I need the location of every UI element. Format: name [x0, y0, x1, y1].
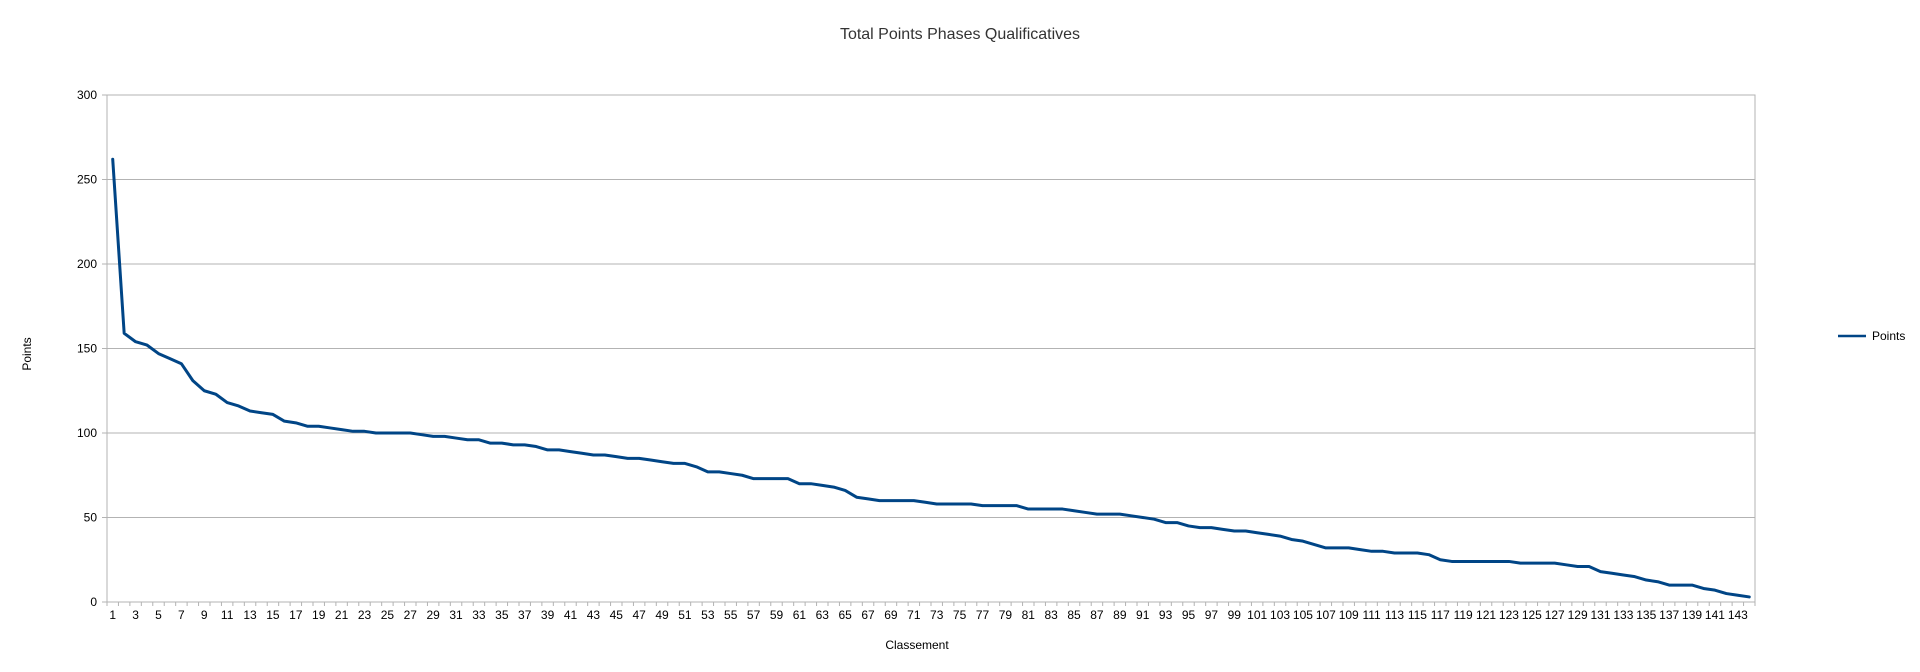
legend: Points — [1838, 329, 1905, 343]
x-tick-label: 77 — [976, 608, 990, 622]
x-tick-label: 19 — [312, 608, 326, 622]
legend-label-points: Points — [1872, 329, 1905, 343]
x-tick-label: 1 — [109, 608, 116, 622]
x-tick-label: 97 — [1205, 608, 1219, 622]
x-tick-label: 55 — [724, 608, 738, 622]
x-tick-label: 121 — [1476, 608, 1496, 622]
x-tick-label: 63 — [816, 608, 830, 622]
x-tick-label: 125 — [1522, 608, 1542, 622]
x-tick-label: 39 — [541, 608, 555, 622]
x-axis-title: Classement — [885, 638, 949, 652]
x-tick-label: 11 — [221, 608, 234, 622]
series-layer — [111, 157, 1751, 599]
x-tick-label: 17 — [289, 608, 303, 622]
x-tick-label: 143 — [1728, 608, 1748, 622]
chart-title: Total Points Phases Qualificatives — [840, 26, 1080, 43]
x-tick-label: 83 — [1044, 608, 1058, 622]
x-tick-label: 81 — [1022, 608, 1036, 622]
x-tick-label: 31 — [449, 608, 463, 622]
x-tick-label: 107 — [1316, 608, 1336, 622]
x-tick-label: 61 — [793, 608, 807, 622]
x-tick-label: 59 — [770, 608, 784, 622]
x-tick-label: 87 — [1090, 608, 1104, 622]
x-tick-label: 5 — [155, 608, 162, 622]
x-tick-label: 13 — [243, 608, 257, 622]
x-tick-label: 67 — [861, 608, 875, 622]
x-tick-label: 71 — [907, 608, 921, 622]
x-tick-label: 37 — [518, 608, 532, 622]
x-tick-label: 7 — [178, 608, 185, 622]
x-tick-label: 25 — [381, 608, 395, 622]
x-tick-label: 133 — [1613, 608, 1633, 622]
x-tick-label: 135 — [1636, 608, 1656, 622]
x-tick-label: 139 — [1682, 608, 1702, 622]
y-tick-label: 150 — [77, 342, 97, 356]
x-tick-label: 93 — [1159, 608, 1173, 622]
x-tick-label: 33 — [472, 608, 486, 622]
y-tick-label: 100 — [77, 426, 97, 440]
x-tick-label: 47 — [632, 608, 646, 622]
x-tick-label: 35 — [495, 608, 509, 622]
x-tick-label: 79 — [999, 608, 1013, 622]
x-tick-label: 9 — [201, 608, 208, 622]
x-tick-label: 51 — [678, 608, 692, 622]
y-axis-title: Points — [20, 337, 34, 370]
x-tick-label: 23 — [358, 608, 372, 622]
x-tick-label: 45 — [610, 608, 624, 622]
x-tick-label: 127 — [1545, 608, 1565, 622]
x-tick-label: 99 — [1228, 608, 1242, 622]
x-tick-label: 65 — [838, 608, 852, 622]
x-tick-label: 131 — [1590, 608, 1610, 622]
x-tick-label: 41 — [564, 608, 578, 622]
x-tick-label: 111 — [1362, 608, 1381, 622]
y-tick-label: 200 — [77, 257, 97, 271]
x-tick-label: 103 — [1270, 608, 1290, 622]
x-tick-label: 117 — [1431, 608, 1450, 622]
x-tick-label: 123 — [1499, 608, 1519, 622]
series-line-points — [111, 157, 1751, 599]
x-tick-label: 91 — [1136, 608, 1150, 622]
x-tick-label: 129 — [1568, 608, 1588, 622]
x-tick-label: 49 — [655, 608, 669, 622]
gridlines — [107, 94, 1755, 603]
x-tick-label: 57 — [747, 608, 761, 622]
x-tick-label: 109 — [1339, 608, 1359, 622]
x-tick-label: 137 — [1659, 608, 1679, 622]
y-tick-label: 50 — [84, 511, 98, 525]
x-tick-label: 141 — [1705, 608, 1725, 622]
x-tick-label: 27 — [404, 608, 418, 622]
y-tick-label: 250 — [77, 173, 97, 187]
x-tick-label: 75 — [953, 608, 967, 622]
x-tick-label: 21 — [335, 608, 349, 622]
x-tick-label: 53 — [701, 608, 715, 622]
x-tick-label: 115 — [1408, 608, 1427, 622]
x-tick-label: 3 — [132, 608, 139, 622]
x-tick-label: 119 — [1454, 608, 1473, 622]
x-tick-label: 85 — [1067, 608, 1081, 622]
x-tick-label: 113 — [1385, 608, 1404, 622]
x-tick-label: 69 — [884, 608, 898, 622]
x-tick-label: 95 — [1182, 608, 1196, 622]
x-tick-label: 101 — [1247, 608, 1267, 622]
y-tick-label: 0 — [90, 595, 97, 609]
x-tick-label: 29 — [426, 608, 440, 622]
x-tick-label: 73 — [930, 608, 944, 622]
y-tick-label: 300 — [77, 88, 97, 102]
x-tick-label: 43 — [587, 608, 601, 622]
x-tick-label: 15 — [266, 608, 280, 622]
x-tick-label: 89 — [1113, 608, 1127, 622]
x-tick-label: 105 — [1293, 608, 1313, 622]
